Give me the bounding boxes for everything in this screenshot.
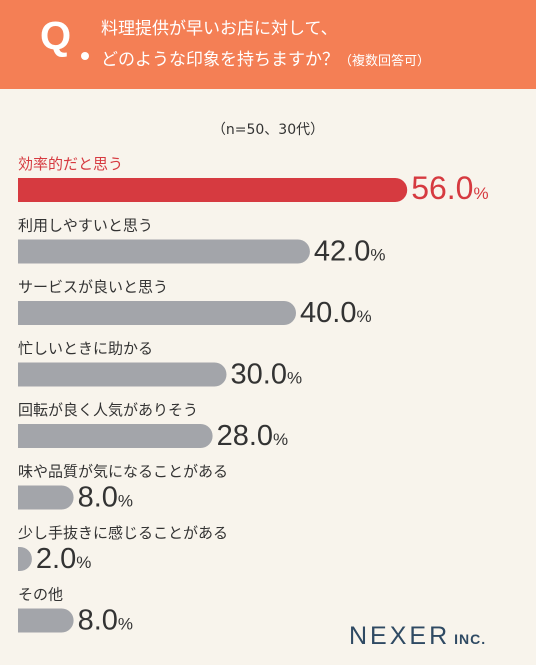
q-mark-dot: [81, 52, 89, 60]
value-label: 40.0%: [300, 297, 372, 329]
bar: [18, 424, 213, 449]
bar: [18, 239, 310, 264]
sample-note: （n=50、30代）: [211, 122, 325, 138]
question-line-2: どのような印象を持ちますか？（複数回答可）: [101, 52, 430, 69]
bar: [18, 608, 74, 633]
bar: [18, 485, 74, 510]
category-label: その他: [18, 586, 63, 604]
value-label: 30.0%: [231, 359, 303, 391]
bar: [18, 301, 296, 325]
question-line-2-text: どのような印象を持ちますか？: [101, 50, 339, 70]
bar: [18, 178, 408, 202]
question-note: （複数回答可）: [339, 54, 431, 69]
category-label: 味や品質が気になることがある: [18, 463, 228, 481]
value-label: 2.0%: [36, 543, 91, 575]
bar: [18, 547, 32, 571]
category-label: 忙しいときに助かる: [18, 340, 153, 358]
category-label: 回転が良く人気がありそう: [18, 401, 198, 419]
value-label: 42.0%: [314, 236, 386, 268]
bar: [18, 362, 227, 387]
category-label: 効率的だと思う: [18, 155, 123, 173]
nexer-logo: NEXER INC.: [349, 624, 486, 649]
category-label: サービスが良いと思う: [18, 278, 168, 296]
question-header: Q 料理提供が早いお店に対して、 どのような印象を持ちますか？（複数回答可）: [0, 0, 536, 89]
category-label: 少し手抜きに感じることがある: [18, 524, 228, 542]
q-mark: Q: [40, 14, 72, 58]
category-label: 利用しやすいと思う: [18, 217, 153, 235]
value-label: 8.0%: [78, 605, 133, 637]
logo-name: NEXER: [349, 622, 451, 650]
value-label: 28.0%: [217, 420, 289, 452]
question-line-1: 料理提供が早いお店に対して、: [101, 19, 338, 39]
value-label: 8.0%: [78, 482, 133, 514]
logo-suffix: INC.: [454, 631, 487, 647]
value-label: 56.0%: [411, 170, 488, 206]
